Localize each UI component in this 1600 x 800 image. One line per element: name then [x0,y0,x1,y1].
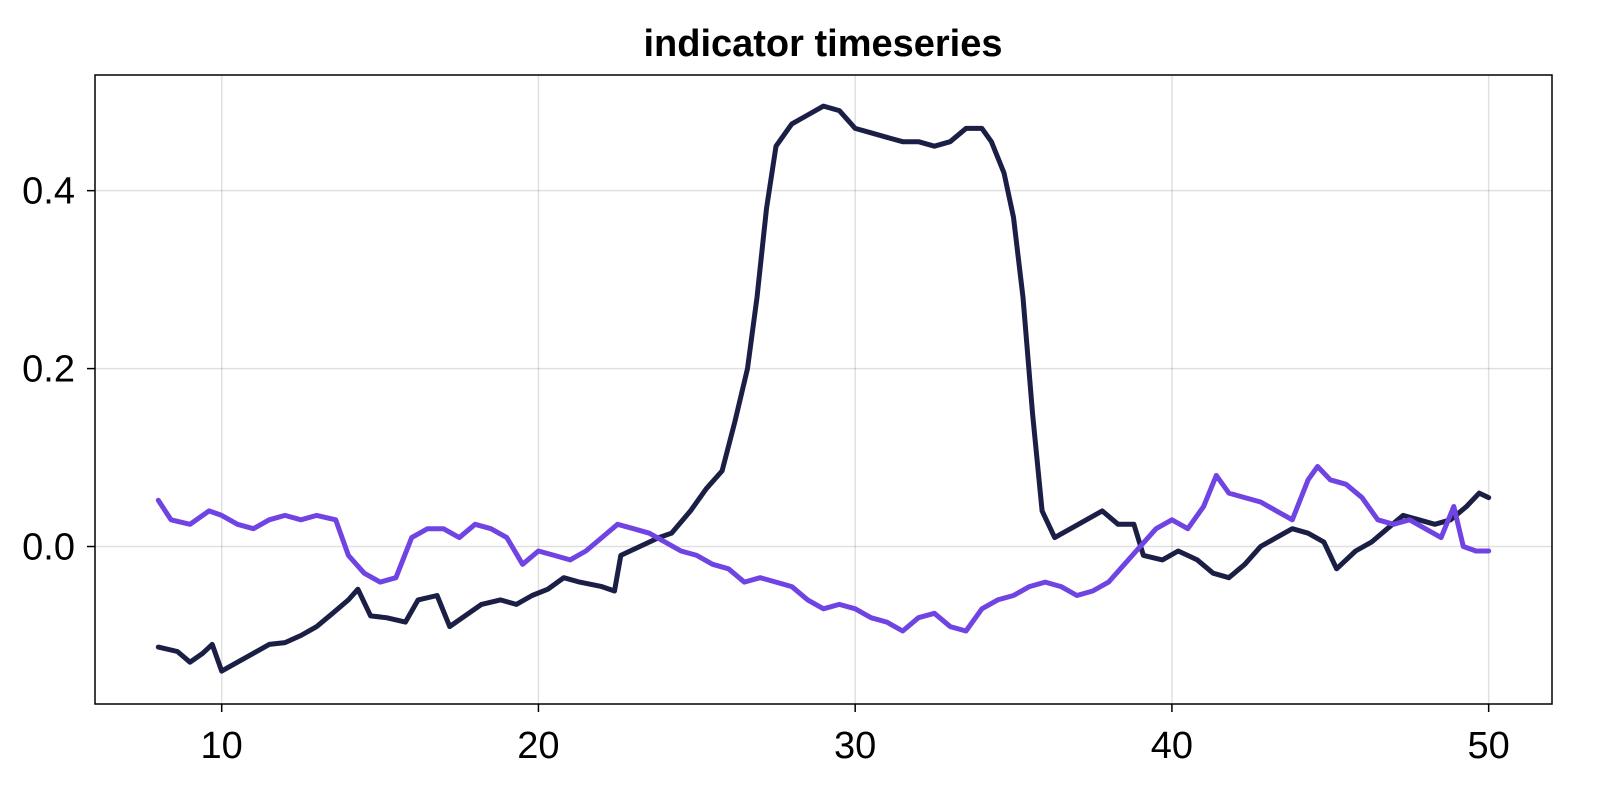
grid [95,75,1552,704]
chart-title: indicator timeseries [643,23,1002,65]
x-tick-label: 20 [517,725,559,767]
y-tick-label: 0.2 [22,349,75,391]
x-tick-label: 50 [1468,725,1510,767]
y-tick-label: 0.4 [22,171,75,213]
y-tick-label: 0.0 [22,527,75,569]
ticks [87,189,1490,712]
series-line-2 [155,464,1492,634]
tick-labels: 10 20 30 40 50 0.0 0.2 0.4 [22,171,1510,767]
x-tick-label: 40 [1151,725,1193,767]
plot-frame [94,74,1553,705]
x-tick-label: 10 [201,725,243,767]
x-tick-label: 30 [834,725,876,767]
series-line-1 [155,103,1492,674]
series-layer [155,103,1492,674]
